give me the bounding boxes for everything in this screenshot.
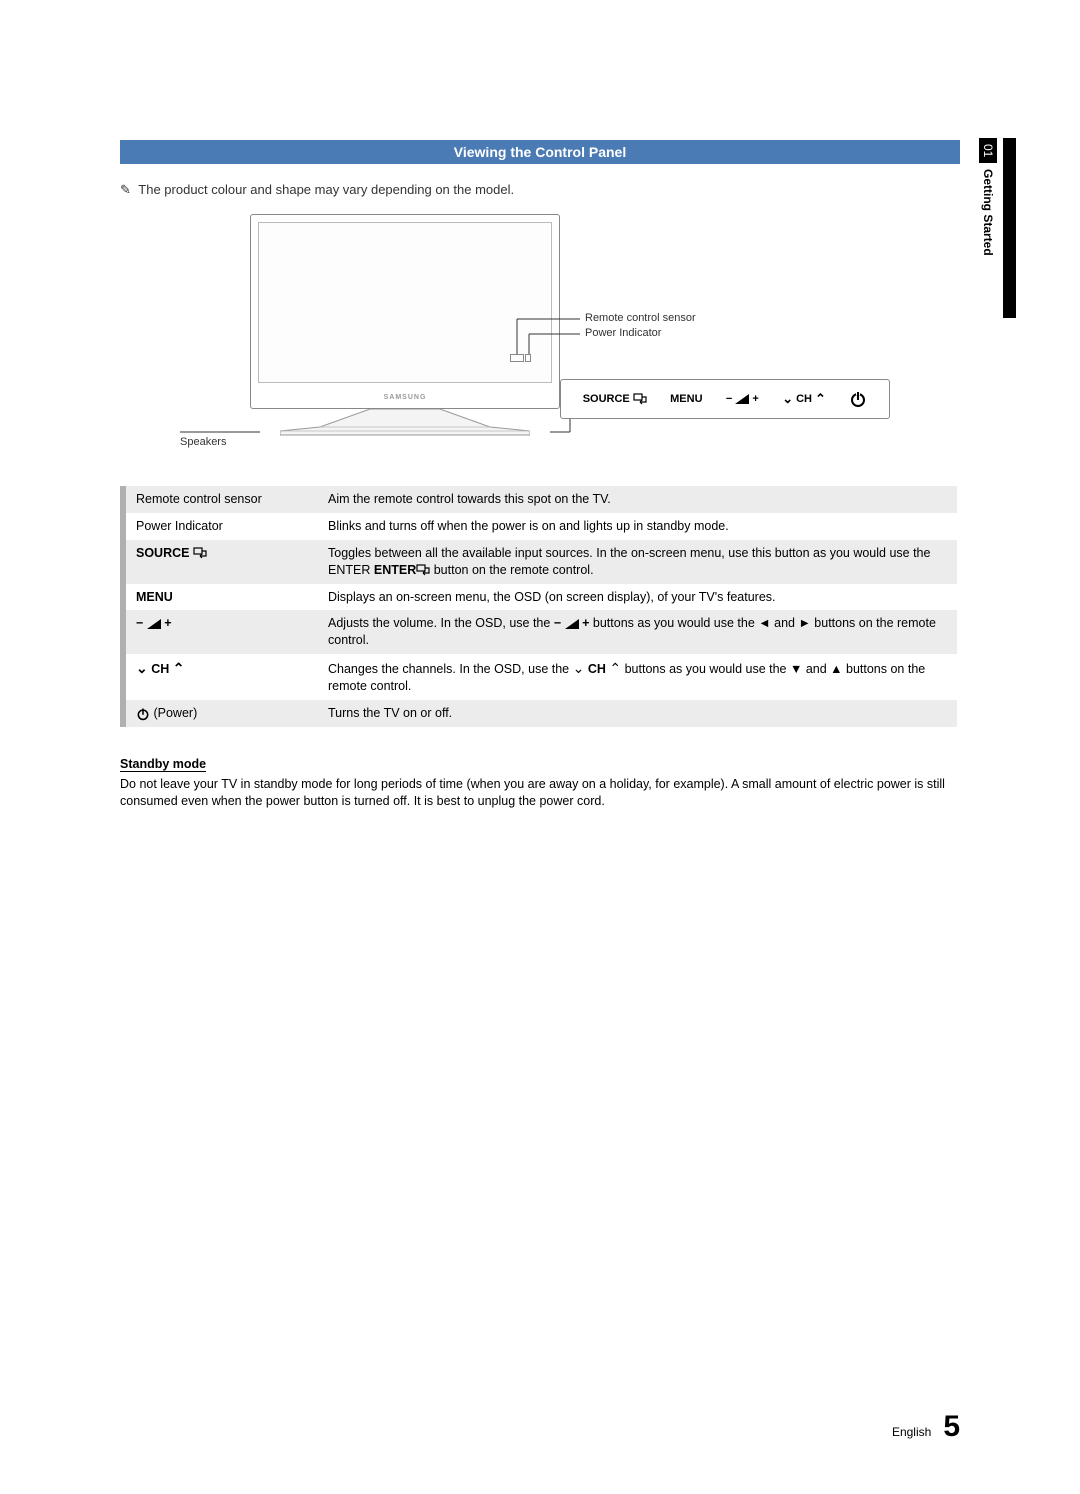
button-strip: SOURCE MENU − + ⌄ CH ⌃ — [560, 379, 890, 419]
table-row: (Power) Turns the TV on or off. — [123, 700, 957, 727]
sensor-dot — [510, 354, 524, 362]
tv-frame: SAMSUNG — [250, 214, 560, 409]
power-icon — [136, 707, 150, 721]
strip-menu: MENU — [670, 393, 702, 405]
tv-logo: SAMSUNG — [384, 394, 427, 401]
enter-icon — [193, 547, 207, 559]
callout-speakers: Speakers — [180, 436, 226, 448]
standby-body: Do not leave your TV in standby mode for… — [120, 776, 960, 810]
row-desc: Toggles between all the available input … — [318, 540, 957, 584]
row-desc: Adjusts the volume. In the OSD, use the … — [318, 610, 957, 654]
note-line: ✎ The product colour and shape may vary … — [120, 182, 960, 198]
callout-power-indicator: Power Indicator — [585, 327, 661, 339]
tv-screen — [258, 222, 552, 383]
row-label: MENU — [123, 584, 318, 611]
table-row: MENU Displays an on-screen menu, the OSD… — [123, 584, 957, 611]
table-row: − + Adjusts the volume. In the OSD, use … — [123, 610, 957, 654]
table-row: Remote control sensor Aim the remote con… — [123, 486, 957, 513]
row-desc: Turns the TV on or off. — [318, 700, 957, 727]
strip-source: SOURCE — [583, 393, 647, 405]
strip-volume: − + — [726, 393, 759, 405]
section-header: Viewing the Control Panel — [120, 140, 960, 164]
volume-icon — [735, 394, 749, 404]
enter-icon — [416, 564, 430, 576]
power-icon — [849, 390, 867, 408]
tv-illustration: SAMSUNG Remote control sensor Power Indi… — [180, 214, 900, 464]
control-table: Remote control sensor Aim the remote con… — [120, 486, 960, 727]
standby-section: Standby mode Do not leave your TV in sta… — [120, 755, 960, 810]
callout-remote-sensor: Remote control sensor — [585, 312, 696, 324]
tv-stand — [280, 409, 530, 439]
page-footer: English 5 — [892, 1410, 960, 1444]
volume-icon — [147, 619, 161, 629]
note-icon: ✎ — [120, 182, 131, 198]
row-desc: Changes the channels. In the OSD, use th… — [318, 654, 957, 700]
volume-icon — [565, 619, 579, 629]
row-label: Remote control sensor — [123, 486, 318, 513]
row-label: ⌄ CH ⌃ — [123, 654, 318, 700]
table-row: Power Indicator Blinks and turns off whe… — [123, 513, 957, 540]
row-desc: Displays an on-screen menu, the OSD (on … — [318, 584, 957, 611]
page-number: 5 — [943, 1410, 960, 1444]
note-text: The product colour and shape may vary de… — [138, 182, 514, 197]
enter-icon — [633, 393, 647, 405]
row-label: (Power) — [123, 700, 318, 727]
row-label: Power Indicator — [123, 513, 318, 540]
indicator-dot — [525, 354, 531, 362]
strip-power — [849, 390, 867, 408]
row-label: SOURCE — [123, 540, 318, 584]
row-desc: Blinks and turns off when the power is o… — [318, 513, 957, 540]
table-row: ⌄ CH ⌃ Changes the channels. In the OSD,… — [123, 654, 957, 700]
footer-lang: English — [892, 1425, 931, 1439]
table-row: SOURCE Toggles between all the available… — [123, 540, 957, 584]
row-desc: Aim the remote control towards this spot… — [318, 486, 957, 513]
strip-channel: ⌄ CH ⌃ — [782, 391, 826, 407]
standby-heading: Standby mode — [120, 757, 206, 772]
row-label: − + — [123, 610, 318, 654]
